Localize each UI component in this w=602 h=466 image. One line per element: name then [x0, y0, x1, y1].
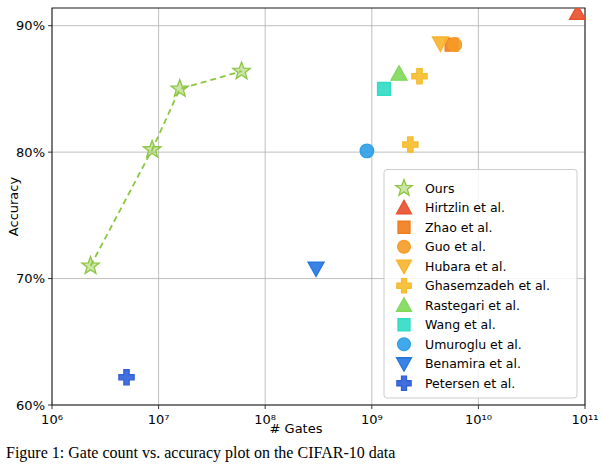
tick [48, 25, 52, 26]
legend-label: Petersen et al. [425, 376, 515, 391]
tick [48, 278, 52, 279]
tick [48, 152, 52, 153]
legend-label: Ours [425, 181, 454, 196]
legend-label: Wang et al. [425, 317, 496, 332]
point [412, 69, 427, 84]
point [233, 62, 251, 79]
point [448, 38, 462, 52]
chart: 10⁶10⁷10⁸10⁹10¹⁰10¹¹60%70%80%90%Accuracy… [0, 0, 602, 466]
legend-marker [398, 338, 411, 351]
tick [371, 405, 372, 409]
axis-label: Accuracy [6, 177, 21, 237]
legend-label: Hubara et al. [425, 259, 506, 274]
tick [158, 405, 159, 409]
caption: Figure 1: Gate count vs. accuracy plot o… [6, 444, 395, 462]
tick-label: 60% [16, 398, 45, 413]
point [391, 66, 407, 80]
grid-line [52, 152, 585, 153]
tick-label: 70% [16, 271, 45, 286]
point [119, 370, 134, 385]
legend-marker [397, 358, 412, 372]
point [82, 257, 100, 274]
point [569, 8, 585, 19]
legend-box [384, 170, 577, 399]
legend-marker [398, 221, 410, 233]
legend-label: Umuroglu et al. [425, 337, 522, 352]
tick-label: 10⁷ [148, 412, 170, 427]
tick-label: 10⁶ [41, 412, 63, 427]
grid-line [371, 8, 372, 405]
tick [52, 405, 53, 409]
tick [48, 405, 52, 406]
grid-line [52, 25, 585, 26]
tick [478, 405, 479, 409]
legend-label: Rastegari et al. [425, 298, 520, 313]
legend-marker [396, 180, 412, 196]
legend-label: Zhao et al. [425, 220, 492, 235]
tick-label: 90% [16, 18, 45, 33]
tick [265, 405, 266, 409]
series-line [91, 71, 242, 266]
background [0, 0, 602, 466]
tick-label: 80% [16, 145, 45, 160]
point [308, 262, 324, 276]
point [378, 83, 391, 96]
tick-label: 10¹⁰ [465, 412, 492, 427]
legend-marker [398, 240, 411, 253]
point [432, 37, 448, 51]
point [360, 144, 374, 158]
legend-label: Benamira et al. [425, 356, 521, 371]
legend-marker [397, 200, 412, 214]
legend-marker [397, 298, 412, 312]
legend-label: Guo et al. [425, 239, 486, 254]
legend-marker [397, 279, 411, 293]
plot-frame [52, 8, 585, 405]
legend-label: Hirtzlin et al. [425, 200, 505, 215]
tick-label: 10⁹ [361, 412, 383, 427]
legend-marker [397, 376, 411, 390]
legend-marker [397, 260, 412, 274]
point [171, 80, 189, 97]
tick-label: 10¹¹ [572, 412, 599, 427]
grid-line [158, 8, 159, 405]
legend-marker [398, 319, 410, 331]
point [143, 140, 161, 157]
tick [585, 405, 586, 409]
grid-line [265, 8, 266, 405]
axis-label: # Gates [270, 421, 323, 436]
point [403, 137, 418, 152]
legend: Ours Hirtzlin et al. Zhao et al. Guo et al.… [384, 170, 577, 399]
legend-label: Ghasemzadeh et al. [425, 278, 550, 293]
